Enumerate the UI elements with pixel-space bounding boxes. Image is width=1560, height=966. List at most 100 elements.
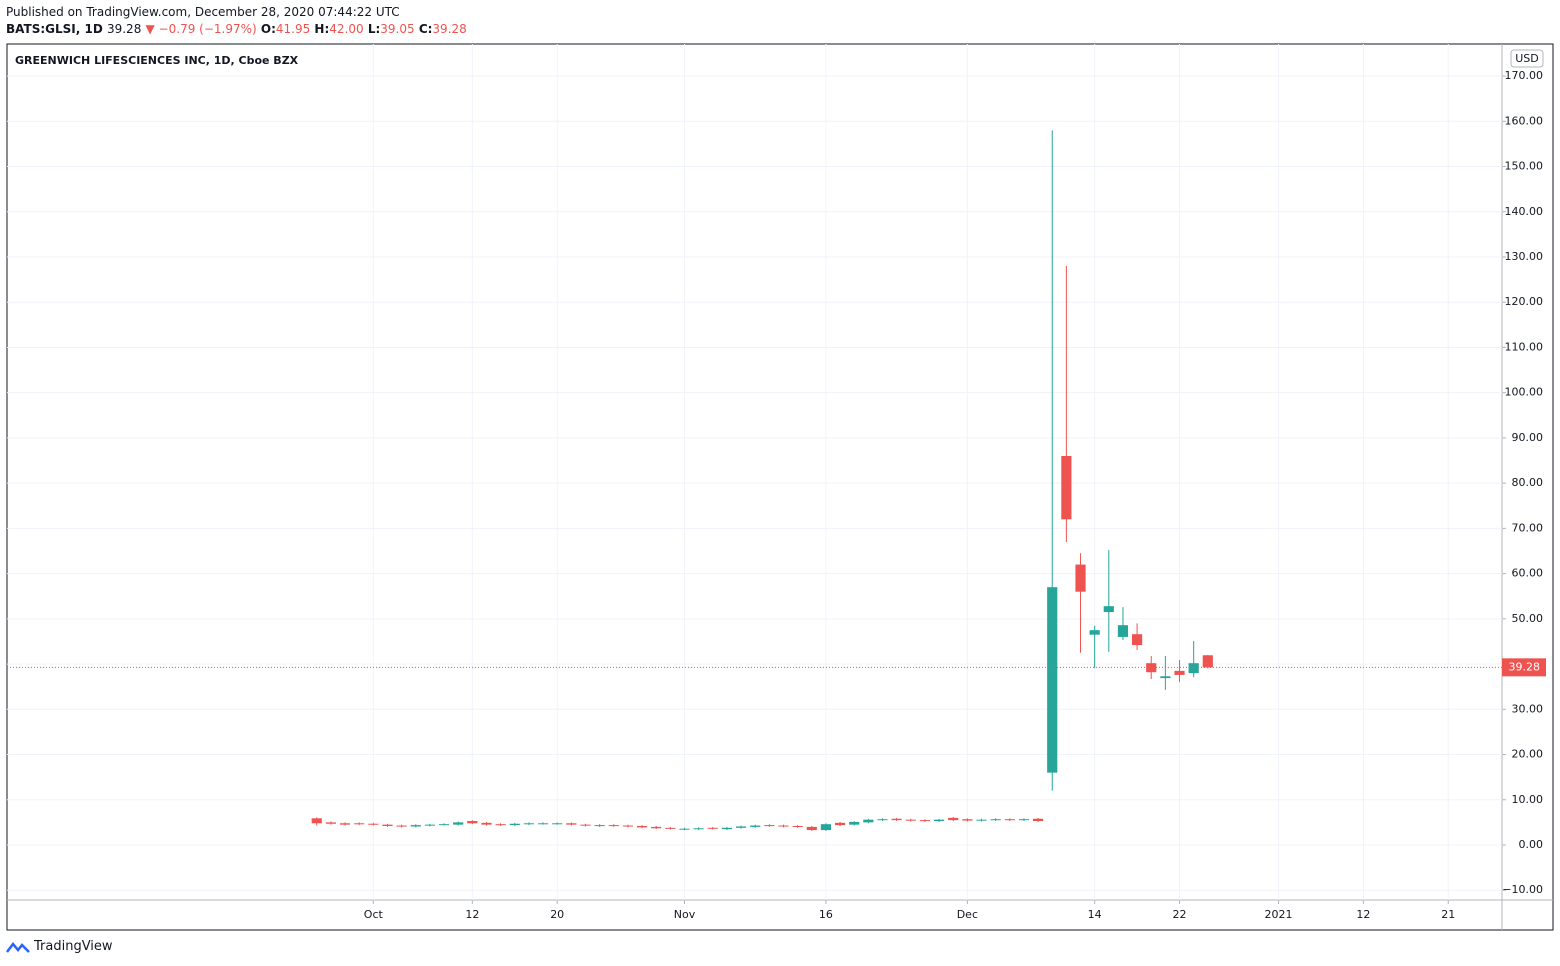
- candle-body: [537, 823, 549, 825]
- candle-body: [1018, 819, 1030, 821]
- currency: USD: [1515, 52, 1539, 65]
- candle-body: [778, 825, 789, 827]
- x-tick-label: 14: [1088, 908, 1102, 921]
- candle-body: [1160, 676, 1171, 679]
- candle-body: [1146, 663, 1157, 673]
- candle-body: [1202, 655, 1213, 668]
- candle-body: [410, 825, 421, 827]
- y-tick-label: 60.00: [1512, 567, 1544, 580]
- currency-box: [1510, 49, 1544, 68]
- candle-body: [919, 820, 931, 822]
- candle-body: [1089, 630, 1100, 635]
- y-tick-label: 90.00: [1512, 431, 1544, 444]
- candle-body: [962, 819, 973, 821]
- candle-body: [834, 822, 846, 826]
- candle-body: [382, 824, 393, 827]
- candle-body: [311, 818, 322, 824]
- last-price-box: [1502, 658, 1546, 677]
- x-tick-label: 2021: [1265, 908, 1293, 921]
- candle-body: [1117, 625, 1129, 637]
- candle-body: [1004, 819, 1015, 821]
- candle-body: [467, 821, 478, 824]
- candle-body: [1047, 587, 1058, 773]
- candle-body: [1061, 456, 1072, 520]
- y-tick-label: 130.00: [1505, 250, 1544, 263]
- x-tick-label: 12: [1356, 908, 1370, 921]
- last-price-label: 39.28: [1509, 660, 1541, 673]
- candle-body: [651, 826, 662, 829]
- y-tick-label: 120.00: [1505, 295, 1544, 308]
- candle-body: [453, 822, 464, 825]
- change: ▼ −0.79 (−1.97%): [145, 22, 257, 36]
- y-tick-label: 160.00: [1505, 114, 1544, 127]
- brand: TradingView: [34, 939, 113, 954]
- y-tick-label: 70.00: [1512, 521, 1544, 534]
- chart-title: GREENWICH LIFESCIENCES INC, 1D, Cboe BZX: [15, 54, 299, 67]
- candle-body: [354, 823, 365, 825]
- candle-body: [1188, 663, 1199, 674]
- candle-body: [608, 825, 619, 827]
- candle-body: [891, 818, 902, 821]
- c-label: C:: [418, 22, 433, 36]
- candle-body: [933, 819, 945, 822]
- l-label: L:: [367, 22, 381, 36]
- candle-body: [707, 827, 718, 829]
- y-tick-label: 80.00: [1512, 476, 1544, 489]
- candle-body: [905, 819, 916, 821]
- h-value: 42.00: [329, 22, 364, 36]
- c-value: 39.28: [432, 22, 467, 36]
- x-tick-label: Oct: [364, 908, 384, 921]
- candle-body: [820, 824, 832, 831]
- o-value: 41.95: [275, 22, 311, 36]
- h-label: H:: [314, 22, 330, 36]
- logo-icon: [6, 941, 30, 953]
- candle-body: [1075, 564, 1086, 592]
- y-tick-label: 100.00: [1505, 386, 1544, 399]
- candle-body: [523, 823, 534, 825]
- candle-body: [863, 819, 874, 823]
- candle-body: [636, 826, 648, 828]
- candle-body: [976, 819, 987, 821]
- y-tick-label: 30.00: [1512, 702, 1544, 715]
- candle-body: [424, 824, 435, 826]
- l-value: 39.05: [380, 22, 415, 36]
- candle-body: [339, 823, 351, 825]
- candle-body: [580, 824, 591, 826]
- y-tick-label: 170.00: [1505, 69, 1544, 82]
- y-tick-label: 10.00: [1512, 793, 1544, 806]
- candle-body: [1131, 634, 1143, 646]
- y-tick-label: 20.00: [1512, 748, 1544, 761]
- candle-body: [396, 825, 407, 827]
- candle-body: [750, 825, 761, 827]
- published-line: Published on TradingView.com, December 2…: [6, 5, 400, 19]
- candle-body: [693, 828, 704, 830]
- candle-body: [665, 827, 676, 829]
- candle-body: [792, 826, 803, 828]
- symbol: BATS:GLSI, 1D: [6, 22, 103, 36]
- candle-body: [594, 825, 605, 827]
- y-tick-label: 150.00: [1505, 160, 1544, 173]
- candle-body: [679, 828, 690, 830]
- logo-shape: [6, 941, 30, 953]
- y-tick-label: 110.00: [1505, 340, 1544, 353]
- y-tick-label: 50.00: [1512, 612, 1544, 625]
- candle-body: [325, 822, 336, 824]
- candle-body: [1103, 606, 1114, 613]
- chart-frame: [6, 43, 1554, 931]
- y-tick-label: 0.00: [1519, 838, 1544, 851]
- candle-body: [566, 823, 577, 825]
- x-tick-label: 12: [465, 908, 479, 921]
- candle-body: [806, 826, 817, 831]
- y-tick-label: −10.00: [1502, 883, 1543, 896]
- x-tick-label: Dec: [957, 908, 978, 921]
- candle-body: [438, 824, 450, 826]
- candle-body: [735, 826, 747, 828]
- o-label: O:: [260, 22, 276, 36]
- candle-body: [622, 825, 634, 827]
- x-tick-label: 22: [1173, 908, 1187, 921]
- candle-body: [721, 827, 733, 830]
- candle-body: [552, 823, 563, 825]
- candle-body: [1032, 818, 1044, 822]
